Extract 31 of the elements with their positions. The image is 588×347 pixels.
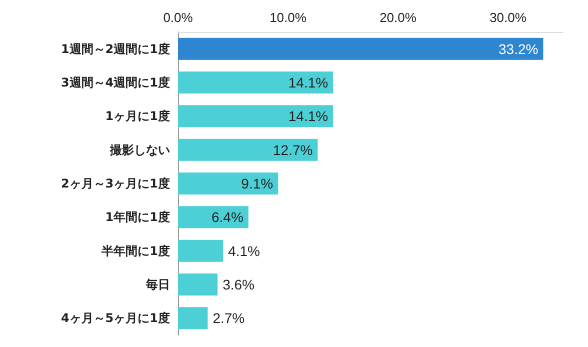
bar: [178, 72, 334, 94]
data-label: 33.2%: [498, 40, 538, 57]
data-label: 12.7%: [272, 142, 313, 158]
data-label: 3.6%: [222, 276, 255, 292]
data-label: 14.1%: [288, 74, 328, 90]
y-tick-label: 2ヶ月～3ヶ月に1度: [60, 176, 170, 190]
x-tick-label: 10.0%: [270, 10, 307, 25]
y-tick-label: 3週間～4週間に1度: [60, 76, 170, 90]
data-label: 14.1%: [288, 108, 328, 124]
y-tick-label: 1週間～2週間に1度: [60, 42, 170, 56]
bar: [178, 274, 218, 296]
bar: [178, 206, 248, 228]
data-label: 9.1%: [241, 176, 274, 192]
bar: [178, 38, 544, 60]
bar: [178, 307, 208, 330]
y-tick-label: 撮影しない: [109, 142, 170, 157]
x-tick-label: 0.0%: [163, 10, 194, 25]
data-label: 4.1%: [228, 242, 260, 259]
x-tick-label: 30.0%: [490, 10, 527, 25]
y-tick-label: 1年間に1度: [105, 210, 170, 224]
y-tick-label: 4ヶ月～5ヶ月に1度: [60, 311, 170, 326]
bar: [178, 105, 334, 128]
y-tick-label: 毎日: [145, 278, 170, 292]
y-tick-label: 1ヶ月に1度: [105, 109, 170, 124]
data-label: 2.7%: [212, 310, 245, 326]
bar: [178, 138, 318, 161]
x-tick-label: 20.0%: [380, 10, 417, 25]
bar: [178, 240, 224, 262]
data-label: 6.4%: [211, 209, 244, 226]
y-tick-label: 半年間に1度: [100, 244, 170, 258]
bar: [178, 172, 278, 194]
